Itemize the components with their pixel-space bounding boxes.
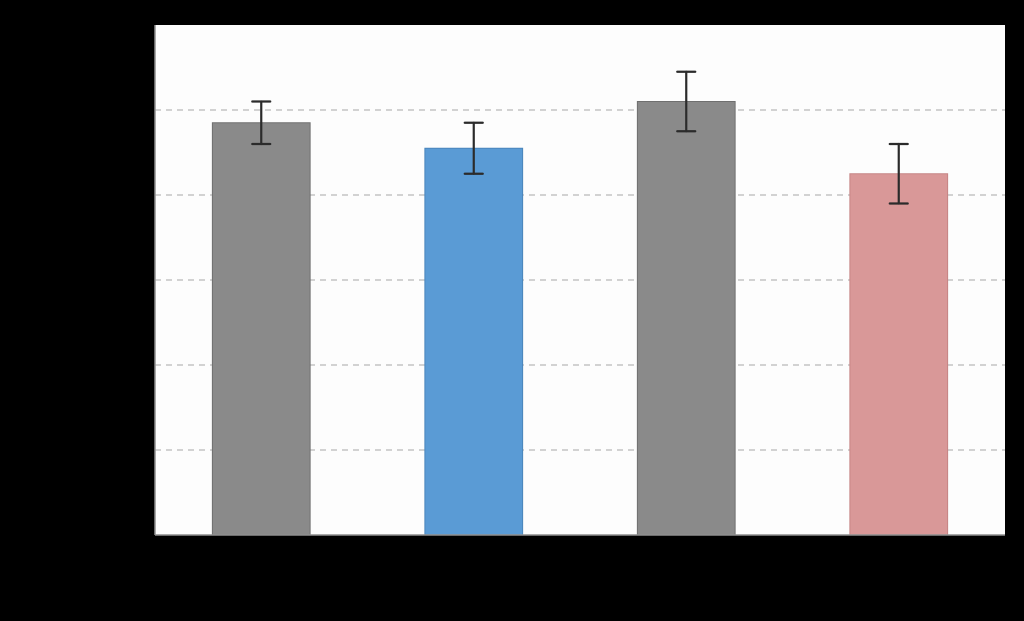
bar-3 xyxy=(850,174,948,535)
bar-0 xyxy=(212,123,310,535)
bar-chart xyxy=(0,0,1024,621)
bar-1 xyxy=(425,148,523,535)
bar-2 xyxy=(637,102,735,536)
chart-svg xyxy=(0,0,1024,621)
